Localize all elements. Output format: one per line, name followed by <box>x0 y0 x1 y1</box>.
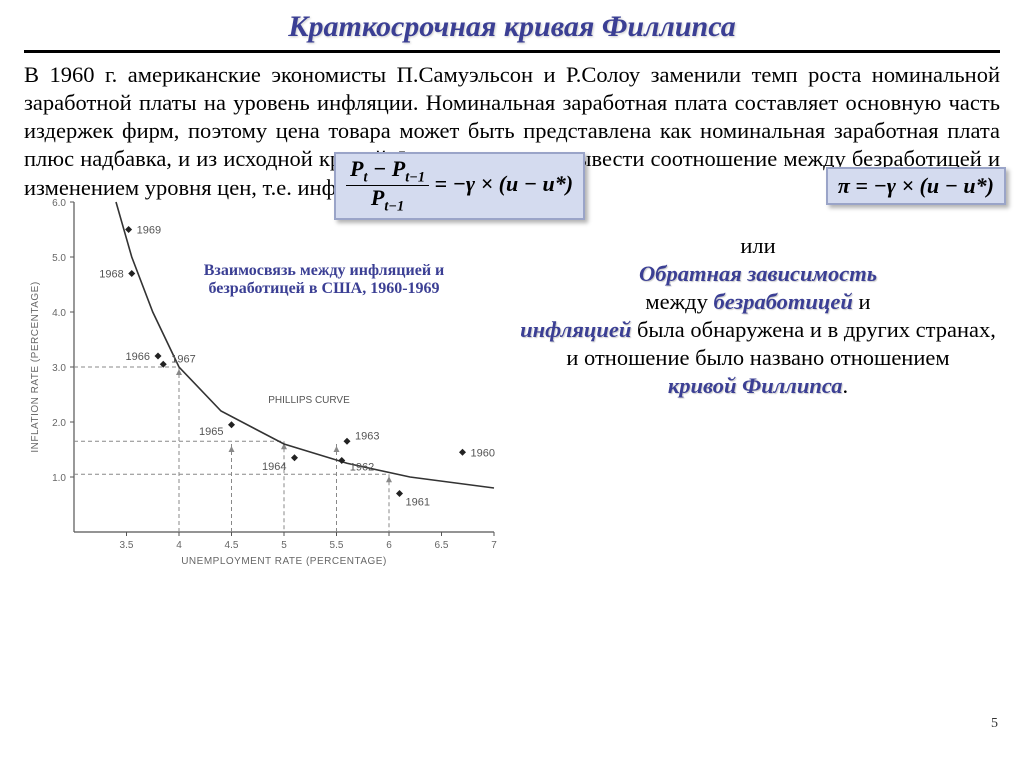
svg-text:7: 7 <box>491 540 497 551</box>
text-ili: или <box>740 233 775 258</box>
svg-text:1966: 1966 <box>126 351 150 363</box>
svg-text:4.0: 4.0 <box>52 308 66 319</box>
title-underline <box>24 50 1000 53</box>
term-unemployment: безработицей <box>714 289 853 314</box>
svg-text:INFLATION RATE (PERCENTAGE): INFLATION RATE (PERCENTAGE) <box>30 281 41 452</box>
svg-text:5.5: 5.5 <box>330 540 344 551</box>
svg-text:1967: 1967 <box>171 353 195 365</box>
text-dot: . <box>843 373 849 398</box>
svg-text:UNEMPLOYMENT RATE (PERCENTAGE): UNEMPLOYMENT RATE (PERCENTAGE) <box>181 556 387 567</box>
phillips-chart: 1.0 2.0 3.0 4.0 5.0 6.0 3.5 4 4.5 5 5.5 6 6.5 7 UNEMPL… <box>24 192 504 572</box>
formula-pi: π = −γ × (u − u*) <box>826 167 1006 205</box>
text-and: и <box>859 289 871 314</box>
page-title: Краткосрочная кривая Филлипса <box>24 10 1000 50</box>
lower-row: 1.0 2.0 3.0 4.0 5.0 6.0 3.5 4 4.5 5 5.5 6 6.5 7 UNEMPL… <box>24 192 1000 572</box>
svg-text:4: 4 <box>176 540 182 551</box>
chart-svg: 1.0 2.0 3.0 4.0 5.0 6.0 3.5 4 4.5 5 5.5 6 6.5 7 UNEMPL… <box>24 192 504 572</box>
svg-text:PHILLIPS CURVE: PHILLIPS CURVE <box>268 394 350 405</box>
svg-text:1.0: 1.0 <box>52 473 66 484</box>
svg-text:4.5: 4.5 <box>225 540 239 551</box>
page-number: 5 <box>991 716 998 732</box>
svg-text:5: 5 <box>281 540 287 551</box>
svg-text:1969: 1969 <box>137 224 161 236</box>
svg-text:3.0: 3.0 <box>52 363 66 374</box>
term-inflation: инфляцией <box>520 317 631 342</box>
svg-text:5.0: 5.0 <box>52 253 66 264</box>
svg-text:3.5: 3.5 <box>120 540 134 551</box>
formula-price-change: Pt − Pt−1Pt−1 = −γ × (u − u*) <box>334 152 585 220</box>
svg-text:2.0: 2.0 <box>52 418 66 429</box>
svg-text:6: 6 <box>386 540 392 551</box>
svg-text:1961: 1961 <box>406 496 430 508</box>
svg-text:6.0: 6.0 <box>52 198 66 209</box>
term-inverse: Обратная зависимость <box>639 261 877 286</box>
term-phillips-curve: кривой Филлипса <box>668 373 843 398</box>
svg-text:1965: 1965 <box>199 425 223 437</box>
conclusion-text: или Обратная зависимость между безработи… <box>516 232 1000 401</box>
text-between: между <box>645 289 713 314</box>
svg-text:1963: 1963 <box>355 430 379 442</box>
svg-text:1964: 1964 <box>262 460 286 472</box>
chart-caption: Взаимосвязь между инфляцией и безработиц… <box>174 262 474 299</box>
svg-text:6.5: 6.5 <box>435 540 449 551</box>
right-column: Pt − Pt−1Pt−1 = −γ × (u − u*) π = −γ × (… <box>504 192 1000 572</box>
svg-text:1960: 1960 <box>471 447 495 459</box>
svg-text:1962: 1962 <box>350 461 374 473</box>
text-rest: была обнаружена и в других странах, и от… <box>566 317 996 370</box>
svg-text:1968: 1968 <box>99 268 123 280</box>
